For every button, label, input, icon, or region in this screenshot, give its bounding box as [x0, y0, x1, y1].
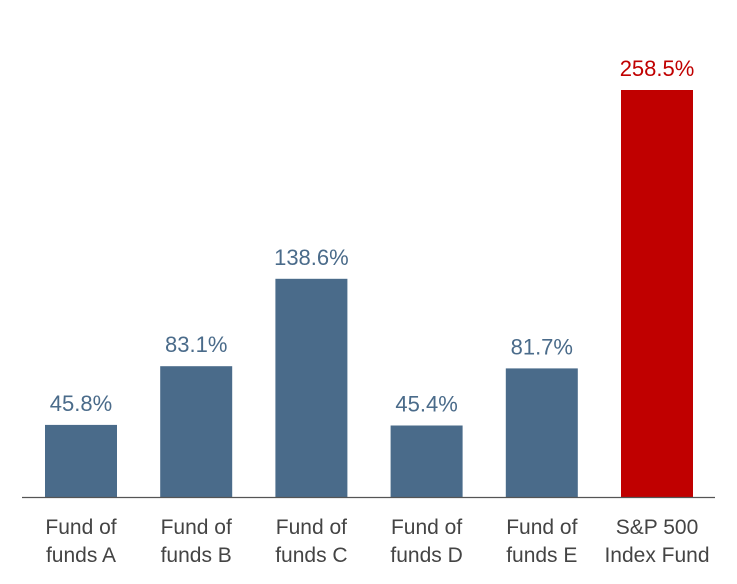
bar-2	[160, 366, 233, 497]
category-label-line: Fund of	[276, 516, 347, 539]
bar-1	[45, 424, 117, 497]
category-label-2: Fund of funds B	[161, 516, 232, 567]
bar-4	[390, 425, 463, 497]
category-label-line: Fund of	[391, 516, 462, 539]
value-label-1: 45.8%	[50, 391, 112, 416]
category-label-4: Fund of funds D	[390, 516, 462, 567]
value-label-3: 138.6%	[274, 245, 349, 270]
bars-group	[45, 90, 693, 497]
category-label-line: funds D	[390, 544, 462, 567]
category-label-line: Fund of	[161, 516, 232, 539]
category-label-line: Fund of	[506, 516, 577, 539]
value-label-6: 258.5%	[620, 56, 695, 81]
category-label-line: funds E	[506, 544, 577, 567]
category-label-line: funds C	[275, 544, 347, 567]
category-label-1: Fund of funds A	[45, 516, 116, 567]
category-label-6: S&P 500 Index Fund	[604, 516, 709, 567]
bar-6	[621, 90, 693, 497]
category-label-5: Fund of funds E	[506, 516, 577, 567]
category-label-line: funds A	[46, 544, 116, 567]
value-label-4: 45.4%	[395, 392, 457, 417]
category-label-line: Fund of	[45, 516, 116, 539]
value-label-2: 83.1%	[165, 332, 227, 357]
bar-5	[505, 368, 578, 497]
category-label-3: Fund of funds C	[275, 516, 347, 567]
value-labels-group: 45.8% 83.1% 138.6% 45.4% 81.7% 258.5%	[50, 56, 695, 417]
bar-3	[275, 278, 348, 497]
category-label-line: S&P 500	[616, 516, 699, 539]
value-label-5: 81.7%	[511, 334, 573, 359]
category-label-line: Index Fund	[604, 544, 709, 567]
category-label-line: funds B	[161, 544, 232, 567]
tick-labels-group: Fund of funds A Fund of funds B Fund of funds…	[45, 516, 709, 567]
